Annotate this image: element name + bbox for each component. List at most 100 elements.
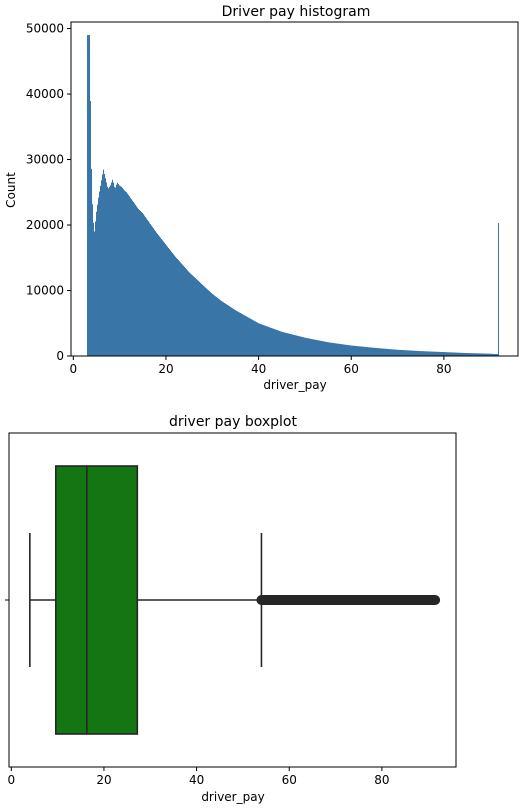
histogram-bar <box>160 237 161 356</box>
histogram-bar <box>469 353 470 356</box>
histogram-bar <box>465 352 466 356</box>
histogram-bar <box>187 270 188 356</box>
histogram-bar <box>137 207 138 356</box>
histogram-bar <box>326 341 327 356</box>
histogram-bar <box>103 169 104 356</box>
histogram-y-ticks: 0 10000 20000 30000 40000 50000 <box>26 22 71 363</box>
histogram-bar <box>280 331 281 356</box>
histogram-bar <box>493 353 494 356</box>
histogram-bar <box>151 225 152 356</box>
histogram-bar <box>338 343 339 356</box>
histogram-bar <box>357 346 358 356</box>
histogram-bar <box>354 345 355 356</box>
histogram-bar <box>87 35 88 357</box>
histogram-bar <box>170 250 171 356</box>
histogram-bar <box>476 353 477 356</box>
histogram-bar <box>293 334 294 356</box>
histogram-bar <box>287 333 288 356</box>
histogram-bar <box>339 343 340 356</box>
histogram-bar <box>441 351 442 356</box>
histogram-bar <box>283 332 284 356</box>
histogram-bar <box>362 346 363 356</box>
histogram-bar <box>236 310 237 356</box>
histogram-bar <box>213 294 214 356</box>
histogram-bar <box>290 333 291 356</box>
histogram-bar <box>340 344 341 356</box>
histogram-bar <box>489 353 490 356</box>
histogram-bar <box>209 291 210 356</box>
histogram-bar <box>266 326 267 356</box>
histogram-bar <box>461 352 462 356</box>
histogram-bar <box>145 217 146 356</box>
histogram-bar <box>447 352 448 356</box>
histogram-bar <box>98 197 99 356</box>
histogram-bar <box>122 187 123 356</box>
histogram-bar <box>273 328 274 356</box>
histogram-bar <box>271 327 272 356</box>
histogram-bar <box>343 344 344 356</box>
histogram-bar <box>274 329 275 356</box>
histogram-bar <box>296 335 297 356</box>
histogram-bar <box>252 319 253 356</box>
histogram-bar <box>395 349 396 356</box>
histogram-x-tick-label: 0 <box>69 362 77 376</box>
histogram-bar <box>387 348 388 356</box>
boxplot-marks <box>29 465 441 735</box>
histogram-bar <box>102 174 103 356</box>
histogram-bar <box>245 315 246 356</box>
histogram-bar <box>312 339 313 356</box>
histogram-bar <box>427 351 428 356</box>
histogram-bar <box>408 350 409 356</box>
histogram-bar <box>422 351 423 356</box>
histogram-bar <box>181 263 182 356</box>
histogram-bar <box>177 259 178 356</box>
histogram-bar <box>152 226 153 356</box>
histogram-bar <box>321 340 322 356</box>
histogram-bar <box>488 353 489 356</box>
histogram-bar <box>110 185 111 356</box>
histogram-bar <box>129 196 130 356</box>
histogram-bar <box>134 203 135 356</box>
histogram-bar <box>341 344 342 356</box>
boxplot-title: driver pay boxplot <box>169 414 297 430</box>
histogram-bar <box>363 346 364 356</box>
histogram-bar <box>439 351 440 356</box>
histogram-bar <box>347 344 348 356</box>
histogram-bar <box>497 354 498 356</box>
histogram-bar <box>411 350 412 356</box>
histogram-bar <box>228 305 229 356</box>
histogram-bar <box>279 330 280 356</box>
boxplot-x-tick-label: 60 <box>282 773 297 787</box>
histogram-bar <box>366 347 367 356</box>
histogram-bar <box>244 315 245 356</box>
histogram-bar <box>316 339 317 356</box>
histogram-bar <box>333 343 334 356</box>
histogram-bar <box>201 283 202 356</box>
histogram-bar <box>235 310 236 356</box>
histogram-bar <box>276 329 277 356</box>
histogram-bar <box>210 292 211 356</box>
histogram-y-tick-label: 0 <box>56 349 64 363</box>
histogram-bar <box>436 351 437 356</box>
histogram-bar <box>400 349 401 356</box>
histogram-bar <box>360 346 361 356</box>
histogram-bar <box>183 265 184 356</box>
histogram-bar <box>93 222 94 356</box>
boxplot-x-ticks: 0 20 40 60 80 <box>7 767 390 787</box>
histogram-bar <box>239 312 240 356</box>
histogram-bar <box>168 247 169 356</box>
histogram-bar <box>180 262 181 356</box>
histogram-bar <box>200 282 201 356</box>
histogram-bar <box>281 331 282 356</box>
histogram-bar <box>475 353 476 356</box>
histogram-x-tick-label: 40 <box>251 362 266 376</box>
histogram-bar <box>105 178 106 356</box>
histogram-bar <box>225 303 226 356</box>
histogram-bar <box>260 323 261 356</box>
histogram-bar <box>345 344 346 356</box>
histogram-bar <box>285 332 286 356</box>
histogram-bar <box>119 185 120 356</box>
histogram-bar <box>195 278 196 356</box>
histogram-bar <box>107 186 108 356</box>
histogram-bar <box>229 306 230 356</box>
